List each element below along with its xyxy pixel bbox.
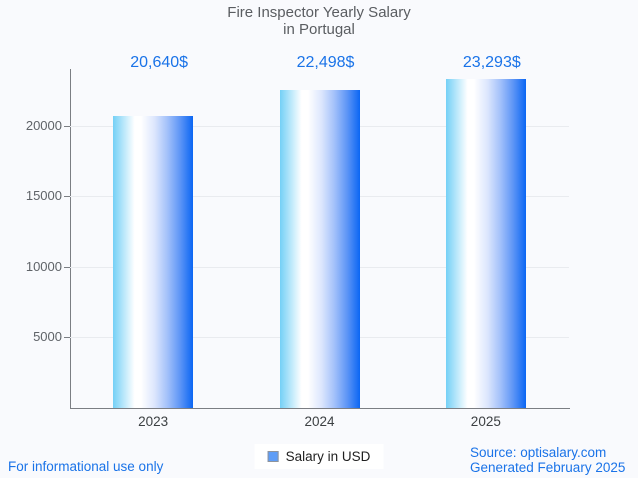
bar-value-label: 22,498$ <box>296 54 355 71</box>
generated-line: Generated February 2025 <box>470 460 626 475</box>
bar-value-label: 23,293$ <box>462 54 521 71</box>
legend: Salary in USD <box>254 444 384 469</box>
bar <box>445 78 526 408</box>
x-axis-category-label: 2023 <box>138 414 169 429</box>
x-axis-category-label: 2024 <box>304 414 335 429</box>
y-axis-tick <box>64 266 70 268</box>
y-axis-tick-label: 15000 <box>25 188 62 204</box>
bar <box>113 116 194 408</box>
x-axis-category-label: 2025 <box>470 414 501 429</box>
y-axis-tick <box>64 196 70 198</box>
legend-label: Salary in USD <box>285 449 371 464</box>
bar <box>279 90 360 408</box>
y-axis-tick <box>64 125 70 127</box>
y-axis-line <box>70 69 71 408</box>
y-axis-tick-label: 5000 <box>33 329 62 345</box>
source-line: Source: optisalary.com <box>470 445 607 460</box>
legend-marker-icon <box>267 451 279 462</box>
y-axis-tick <box>64 337 70 339</box>
y-axis-tick-label: 20000 <box>25 117 62 133</box>
x-axis-line <box>70 408 570 409</box>
chart-title: Fire Inspector Yearly Salary in Portugal <box>227 4 411 38</box>
source-info: Source: optisalary.com Generated Februar… <box>470 445 625 475</box>
disclaimer-text: For informational use only <box>8 459 164 474</box>
y-axis-tick-label: 10000 <box>25 258 62 274</box>
bar-value-label: 20,640$ <box>130 54 189 71</box>
